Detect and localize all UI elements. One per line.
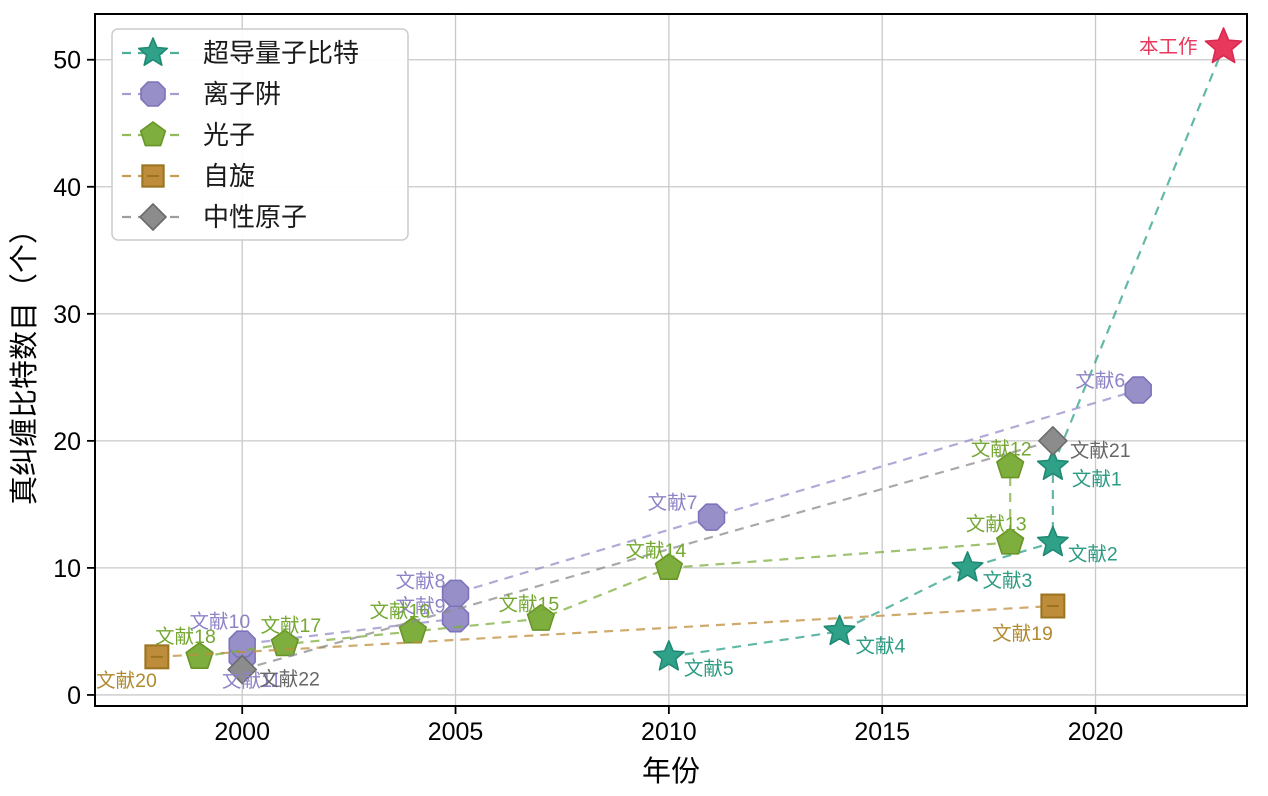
data-point-label: 文献19 — [992, 623, 1053, 645]
data-point-label: 文献7 — [648, 492, 698, 514]
data-point-label: 文献16 — [370, 600, 431, 622]
data-point-label: 本工作 — [1139, 36, 1198, 58]
legend-item-label: 光子 — [203, 120, 255, 150]
data-point-label: 文献20 — [96, 670, 157, 692]
x-tick-label: 2000 — [214, 718, 270, 746]
data-point-marker — [1124, 376, 1152, 404]
data-point-label: 文献2 — [1068, 543, 1118, 565]
axes-layer: 2000 2005 2010 2015 2020 0 10 20 30 40 50 — [53, 13, 1248, 746]
x-tick-label: 2010 — [641, 718, 697, 746]
legend-marker-diamond — [139, 203, 167, 231]
data-point-marker — [951, 551, 984, 582]
x-tick-label: 2020 — [1068, 718, 1124, 746]
x-tick-label: 2015 — [854, 718, 910, 746]
legend-box — [111, 28, 409, 241]
y-tick-label: 20 — [53, 428, 81, 456]
y-axis-title: 真纠缠比特数目（个） — [8, 215, 41, 505]
series-line-超导量子比特 — [668, 46, 1225, 658]
highlight-point-marker — [1204, 27, 1243, 64]
data-point-label: 文献21 — [1070, 440, 1131, 462]
legend-item-label: 超导量子比特 — [203, 38, 359, 68]
data-point-marker — [996, 451, 1025, 479]
data-point-label: 文献18 — [155, 626, 216, 648]
data-point-marker — [227, 654, 258, 685]
data-point-marker — [823, 614, 856, 646]
y-tick-label: 10 — [53, 555, 81, 583]
data-point-marker — [652, 640, 685, 671]
data-point-label: 文献9 — [396, 596, 446, 618]
data-point-label: 文献13 — [966, 513, 1027, 535]
legend-item-label: 自旋 — [203, 161, 255, 191]
data-point-marker — [996, 527, 1025, 555]
data-point-marker — [1038, 426, 1068, 456]
data-point-marker — [228, 630, 256, 658]
data-point-marker — [526, 603, 555, 631]
legend-marker-octagon — [140, 81, 166, 107]
data-point-label: 文献17 — [261, 615, 322, 637]
legend-marker-pentagon — [139, 121, 167, 147]
data-point-label: 文献15 — [499, 594, 560, 616]
y-tick-label: 50 — [53, 47, 81, 75]
data-point-label: 文献4 — [856, 635, 906, 657]
y-tick-label: 30 — [53, 301, 81, 329]
data-point-label: 文献6 — [1075, 370, 1125, 392]
data-point-label: 文献5 — [684, 658, 734, 680]
y-tick-label: 0 — [67, 682, 81, 710]
data-point-label: 文献3 — [983, 570, 1033, 592]
x-tick-label: 2005 — [428, 718, 484, 746]
legend-item-label: 中性原子 — [203, 202, 307, 232]
y-tick-label: 40 — [53, 174, 81, 202]
legend-marker-star — [137, 37, 169, 66]
x-axis-title: 年份 — [642, 755, 700, 788]
data-point-label: 文献22 — [259, 669, 320, 691]
data-point-marker — [697, 503, 726, 531]
series-line-自旋 — [156, 604, 1053, 658]
data-point-label: 文献12 — [971, 438, 1032, 460]
data-point-label: 文献1 — [1072, 468, 1122, 490]
data-point-label: 文献14 — [626, 540, 687, 562]
series-line-中性原子 — [241, 439, 1054, 671]
series-layer — [144, 27, 1243, 685]
plot-border — [94, 13, 1248, 707]
legend-item-label: 离子阱 — [203, 79, 281, 109]
data-point-marker — [654, 553, 683, 581]
data-point-marker — [441, 579, 470, 608]
data-point-marker — [1036, 449, 1069, 481]
data-point-marker — [185, 642, 214, 669]
data-point-label: 文献11 — [222, 670, 281, 692]
data-point-label: 文献10 — [189, 611, 250, 633]
data-point-marker — [1036, 525, 1069, 557]
data-point-label: 文献8 — [396, 570, 446, 592]
